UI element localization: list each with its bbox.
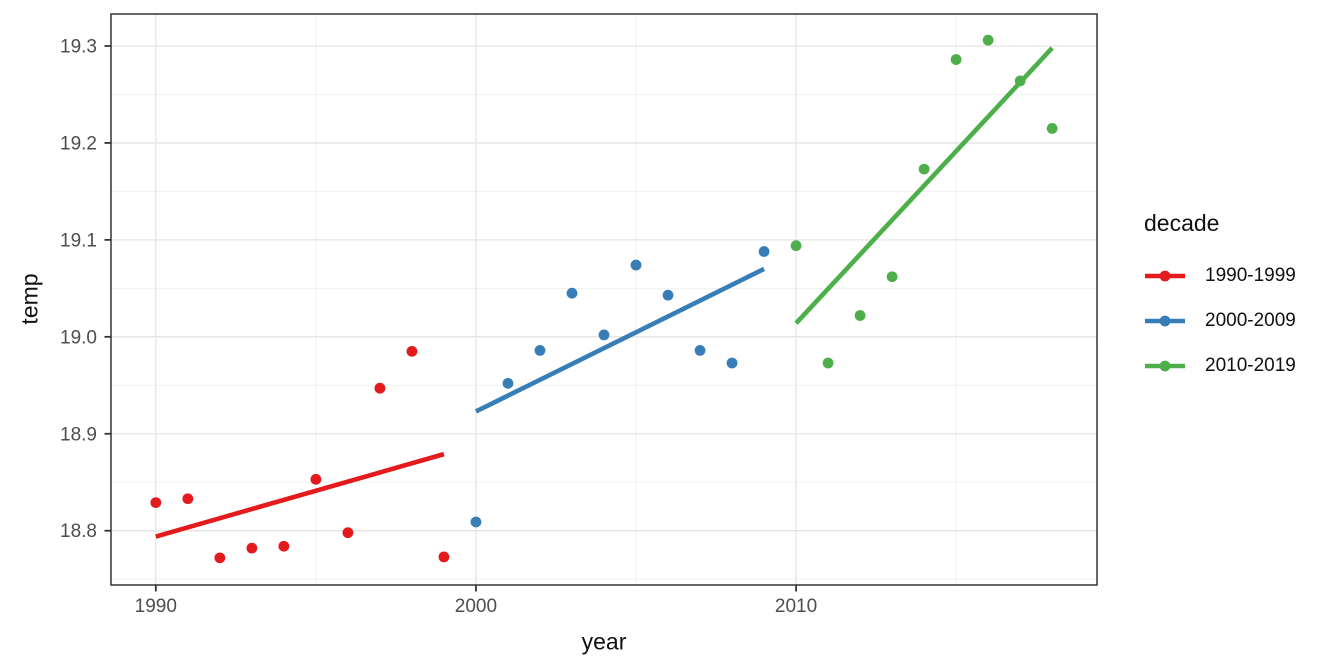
trend-line-2010-2019 — [794, 46, 1054, 325]
y-tick-label-19.0: 19.0 — [60, 327, 97, 348]
point-2015 — [950, 54, 962, 65]
point-2013 — [886, 271, 898, 283]
point-2018 — [1046, 122, 1058, 134]
point-2004 — [598, 329, 610, 341]
y-axis-title: temp — [16, 273, 43, 325]
point-1991 — [182, 493, 194, 505]
point-2001 — [502, 377, 514, 389]
point-1992 — [214, 552, 226, 564]
x-tick-label-1990: 1990 — [135, 596, 177, 617]
legend-title: decade — [1144, 210, 1220, 236]
point-2010 — [790, 240, 802, 252]
legend-key-icon — [1145, 270, 1185, 282]
point-1999 — [438, 551, 450, 563]
point-2006 — [662, 289, 674, 301]
y-tick-label-18.9: 18.9 — [60, 424, 97, 445]
panel-border — [110, 13, 1098, 586]
point-1998 — [406, 345, 418, 357]
legend: decade 1990-1999 2000-2009 2010-2019 — [1144, 210, 1296, 400]
legend-entry-2010-2019: 2010-2019 — [1144, 355, 1296, 377]
x-axis-title: year — [581, 628, 627, 655]
point-2008 — [726, 357, 738, 369]
point-1995 — [310, 473, 322, 485]
point-1996 — [342, 527, 354, 539]
point-2002 — [534, 344, 546, 356]
point-2003 — [566, 287, 578, 299]
legend-entry-label: 1990-1999 — [1205, 265, 1296, 286]
point-2007 — [694, 344, 706, 356]
trend-line-1990-1999 — [155, 451, 445, 539]
y-tick-label-19.2: 19.2 — [60, 133, 97, 154]
legend-entries: 1990-1999 2000-2009 2010-2019 — [1144, 265, 1296, 377]
point-2011 — [822, 357, 834, 369]
legend-key-icon — [1145, 315, 1185, 327]
point-1990 — [150, 497, 162, 508]
point-2014 — [918, 163, 930, 175]
point-2005 — [630, 259, 642, 271]
point-1997 — [374, 382, 386, 394]
point-2000 — [470, 516, 482, 528]
x-tick-label-2010: 2010 — [775, 596, 817, 617]
legend-entry-1990-1999: 1990-1999 — [1144, 265, 1296, 287]
legend-entry-2000-2009: 2000-2009 — [1144, 310, 1296, 332]
point-2009 — [758, 246, 770, 257]
legend-entry-label: 2010-2019 — [1205, 355, 1296, 376]
y-tick-label-18.8: 18.8 — [60, 521, 97, 542]
x-tick-label-2000: 2000 — [455, 596, 497, 617]
point-2017 — [1014, 75, 1026, 87]
y-tick-label-19.3: 19.3 — [60, 36, 97, 57]
point-1994 — [278, 540, 290, 552]
trend-line-2000-2009 — [474, 266, 766, 414]
point-1993 — [246, 542, 258, 554]
point-2016 — [982, 34, 994, 46]
legend-key-icon — [1145, 360, 1185, 372]
legend-entry-label: 2000-2009 — [1205, 310, 1296, 331]
point-2012 — [854, 310, 866, 321]
y-tick-label-19.1: 19.1 — [60, 230, 97, 251]
